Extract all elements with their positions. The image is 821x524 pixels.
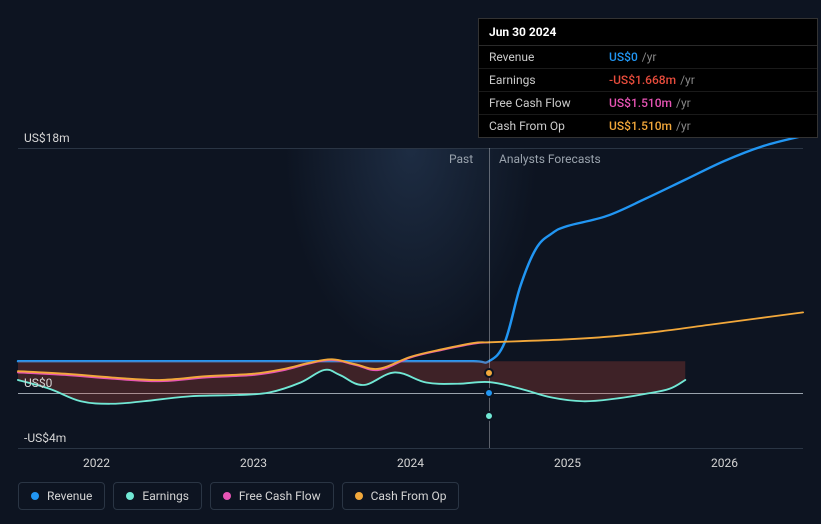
tooltip-unit: /yr bbox=[680, 73, 695, 87]
marker-earnings bbox=[484, 411, 494, 421]
tooltip-unit: /yr bbox=[642, 50, 657, 64]
x-axis-label: 2026 bbox=[711, 456, 738, 470]
tooltip-unit: /yr bbox=[676, 96, 691, 110]
legend-label: Revenue bbox=[47, 489, 92, 503]
legend-item-earnings[interactable]: Earnings bbox=[113, 482, 202, 510]
tooltip-row: Free Cash FlowUS$1.510m/yr bbox=[479, 92, 817, 115]
tooltip-value: -US$1.668m bbox=[609, 73, 676, 87]
chart-container: Past Analysts Forecasts US$18mUS$0-US$4m… bbox=[18, 0, 803, 464]
tooltip-key: Earnings bbox=[489, 73, 609, 87]
legend-dot-icon bbox=[355, 492, 363, 500]
tooltip-key: Revenue bbox=[489, 50, 609, 64]
tooltip-key: Cash From Op bbox=[489, 119, 609, 133]
legend-dot-icon bbox=[126, 492, 134, 500]
tooltip-value: US$1.510m bbox=[609, 119, 672, 133]
legend: Revenue Earnings Free Cash Flow Cash From O… bbox=[18, 482, 459, 510]
legend-dot-icon bbox=[223, 492, 231, 500]
x-axis-label: 2023 bbox=[240, 456, 267, 470]
tooltip-row: RevenueUS$0/yr bbox=[479, 46, 817, 69]
y-axis-label: US$0 bbox=[24, 376, 52, 390]
legend-item-revenue[interactable]: Revenue bbox=[18, 482, 105, 510]
legend-label: Cash From Op bbox=[371, 489, 447, 503]
x-axis-label: 2024 bbox=[397, 456, 424, 470]
tooltip-row: Earnings-US$1.668m/yr bbox=[479, 69, 817, 92]
legend-dot-icon bbox=[31, 492, 39, 500]
tooltip-value: US$1.510m bbox=[609, 96, 672, 110]
legend-label: Free Cash Flow bbox=[239, 489, 321, 503]
gridline bbox=[18, 448, 803, 449]
current-date-line bbox=[489, 148, 490, 448]
legend-item-fcf[interactable]: Free Cash Flow bbox=[210, 482, 334, 510]
tooltip: Jun 30 2024 RevenueUS$0/yrEarnings-US$1.… bbox=[478, 18, 818, 138]
x-axis-label: 2025 bbox=[554, 456, 581, 470]
marker-revenue bbox=[484, 388, 494, 398]
y-axis-label: -US$4m bbox=[24, 431, 66, 445]
tooltip-value: US$0 bbox=[609, 50, 638, 64]
legend-label: Earnings bbox=[142, 489, 189, 503]
marker-cfo bbox=[484, 368, 494, 378]
tooltip-key: Free Cash Flow bbox=[489, 96, 609, 110]
tooltip-row: Cash From OpUS$1.510m/yr bbox=[479, 115, 817, 137]
y-axis-label: US$18m bbox=[24, 131, 70, 145]
x-axis-label: 2022 bbox=[83, 456, 110, 470]
legend-item-cfo[interactable]: Cash From Op bbox=[342, 482, 460, 510]
tooltip-date: Jun 30 2024 bbox=[479, 19, 817, 46]
tooltip-unit: /yr bbox=[676, 119, 691, 133]
